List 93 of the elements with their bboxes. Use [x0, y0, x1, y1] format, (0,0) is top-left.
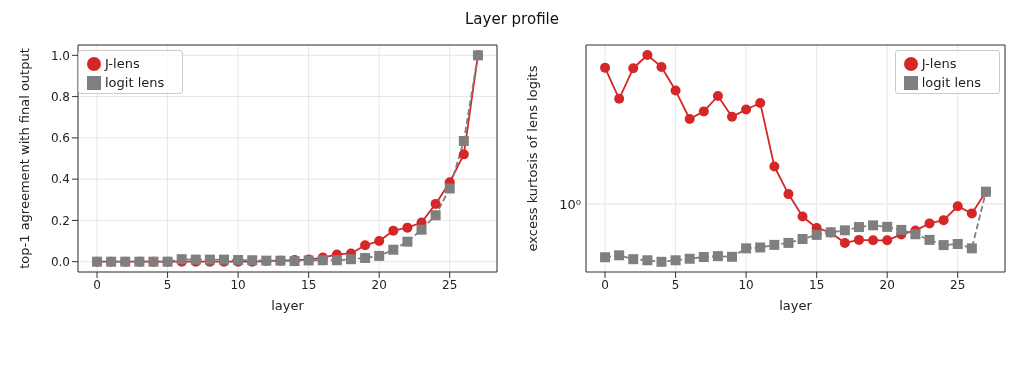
x-tick-label: 25 [442, 277, 458, 292]
x-tick-label: 20 [371, 277, 387, 292]
ref-line-label: 10⁰ [559, 196, 581, 212]
point [600, 252, 611, 263]
point [783, 237, 794, 248]
x-tick-label: 0 [601, 277, 609, 292]
point [924, 218, 935, 229]
point [360, 252, 371, 263]
x-axis-title: layer [779, 298, 813, 313]
point [430, 210, 441, 221]
point [797, 234, 808, 245]
point [868, 220, 879, 231]
y-axis-title: excess kurtosis of lens logits [524, 65, 540, 252]
point [727, 251, 738, 262]
point [882, 235, 893, 246]
point [670, 85, 681, 96]
point [755, 242, 766, 253]
point [360, 240, 371, 251]
point [600, 62, 611, 73]
point [684, 114, 695, 124]
x-tick-label: 25 [950, 277, 966, 292]
chart-title: Layer profile [464, 9, 560, 30]
y-tick-label: 0.8 [50, 89, 70, 104]
point [698, 106, 709, 117]
point [769, 161, 780, 172]
point [458, 135, 469, 146]
x-tick-label: 10 [738, 277, 754, 292]
y-tick-label: 1.0 [50, 48, 70, 63]
point [966, 208, 977, 219]
x-tick-label: 5 [163, 277, 172, 292]
point [402, 222, 413, 233]
point [388, 225, 399, 236]
point [783, 189, 794, 200]
legend-label: logit lens [105, 75, 165, 90]
point [444, 183, 455, 194]
point [614, 93, 625, 104]
y-tick-label: 0.6 [50, 131, 70, 146]
point [727, 111, 738, 122]
point [628, 63, 639, 74]
point [952, 201, 963, 212]
point [924, 234, 935, 245]
point [642, 255, 653, 266]
point [614, 250, 625, 261]
point [853, 234, 864, 245]
point [345, 254, 356, 265]
point [670, 255, 681, 266]
legend-label: J-lens [921, 56, 957, 71]
point [839, 225, 850, 236]
point [374, 236, 385, 247]
y-tick-label: 0.2 [50, 213, 70, 228]
point [684, 253, 695, 264]
y-axis-title: top-1 agreement with final output [16, 48, 32, 269]
point [388, 244, 399, 255]
point [966, 243, 977, 254]
point [712, 251, 723, 262]
point [331, 255, 342, 266]
point [868, 235, 879, 246]
point [374, 250, 385, 261]
point [811, 229, 822, 240]
x-tick-label: 0 [93, 277, 101, 292]
legend-label: logit lens [921, 75, 981, 90]
point [952, 239, 963, 250]
y-tick-label: 0.4 [50, 172, 70, 187]
point [741, 243, 752, 254]
point [938, 240, 949, 251]
point [416, 224, 427, 235]
x-tick-label: 5 [671, 277, 680, 292]
point [698, 252, 709, 263]
point [656, 61, 667, 72]
x-tick-label: 15 [809, 277, 825, 292]
point [628, 254, 639, 265]
point [741, 104, 752, 115]
point [769, 239, 780, 250]
point [642, 49, 653, 60]
point [938, 215, 949, 226]
point [882, 221, 893, 232]
x-axis-title: layer [271, 298, 305, 313]
point [430, 198, 441, 209]
point [458, 149, 469, 160]
x-tick-label: 20 [879, 277, 895, 292]
point [712, 91, 723, 101]
y-tick-label: 0.0 [50, 254, 70, 269]
point [755, 97, 766, 108]
point [910, 229, 921, 240]
x-tick-label: 10 [230, 277, 246, 292]
x-tick-label: 15 [301, 277, 317, 292]
point [853, 222, 864, 233]
point [839, 237, 850, 248]
point [896, 224, 907, 235]
point [402, 236, 413, 247]
legend-label: J-lens [105, 56, 140, 71]
point [656, 256, 667, 267]
point [797, 211, 808, 222]
